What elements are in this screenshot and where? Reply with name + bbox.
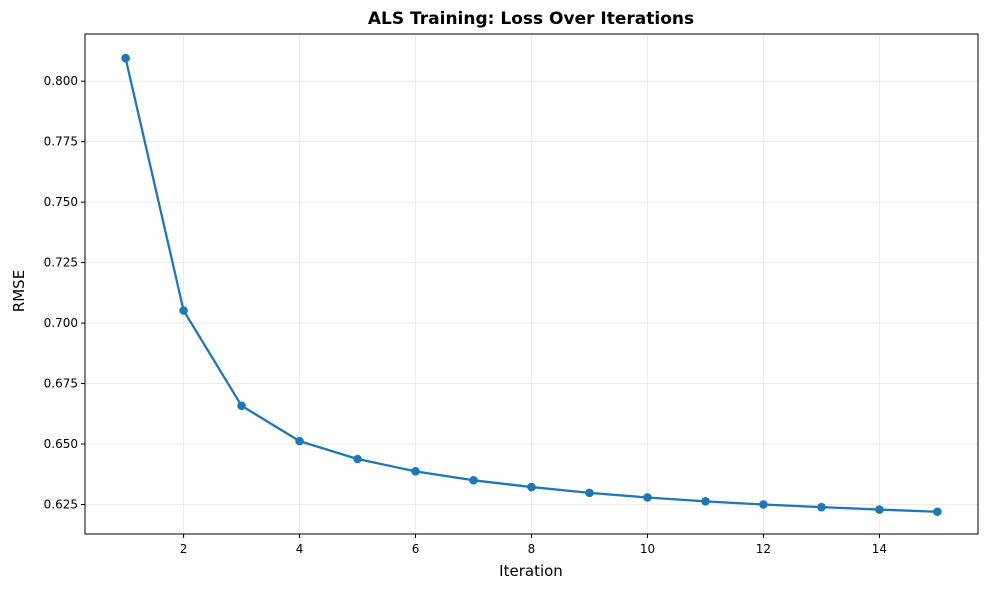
y-tick-label: 0.800 <box>44 74 78 88</box>
x-tick-label: 12 <box>756 542 771 556</box>
data-point <box>759 500 768 509</box>
data-point <box>295 436 304 446</box>
y-tick-label: 0.675 <box>44 377 78 391</box>
data-point <box>121 53 130 63</box>
series-layer <box>121 53 942 517</box>
grid <box>85 34 978 534</box>
data-point <box>701 497 710 506</box>
data-point <box>353 454 362 464</box>
x-tick-label: 2 <box>180 542 188 556</box>
y-axis-title: RMSE <box>10 270 28 312</box>
data-point <box>469 475 478 485</box>
x-tick-label: 8 <box>528 542 536 556</box>
data-point <box>643 493 652 502</box>
y-tick-label: 0.725 <box>44 256 78 270</box>
data-point <box>179 306 188 315</box>
y-tick-label: 0.650 <box>44 437 78 451</box>
data-point <box>933 507 942 517</box>
data-point <box>527 482 536 492</box>
data-point <box>411 467 420 476</box>
data-point <box>817 502 826 512</box>
x-tick-label: 4 <box>296 542 304 556</box>
chart-title: ALS Training: Loss Over Iterations <box>368 9 694 29</box>
data-point <box>875 505 884 514</box>
y-tick-label: 0.750 <box>44 195 78 209</box>
x-tick-label: 10 <box>640 542 655 556</box>
x-tick-label: 14 <box>872 542 887 556</box>
y-tick-label: 0.625 <box>44 497 78 511</box>
x-tick-label: 6 <box>412 542 420 556</box>
x-axis-title: Iteration <box>499 562 563 580</box>
y-tick-label: 0.700 <box>44 316 78 330</box>
data-point <box>237 401 246 411</box>
ticks: 2 4 6 8 10 12 14 0.625 0.650 0.675 0.700 0.725 0.750… <box>44 74 887 556</box>
data-point <box>585 488 594 498</box>
y-tick-label: 0.775 <box>44 135 78 149</box>
